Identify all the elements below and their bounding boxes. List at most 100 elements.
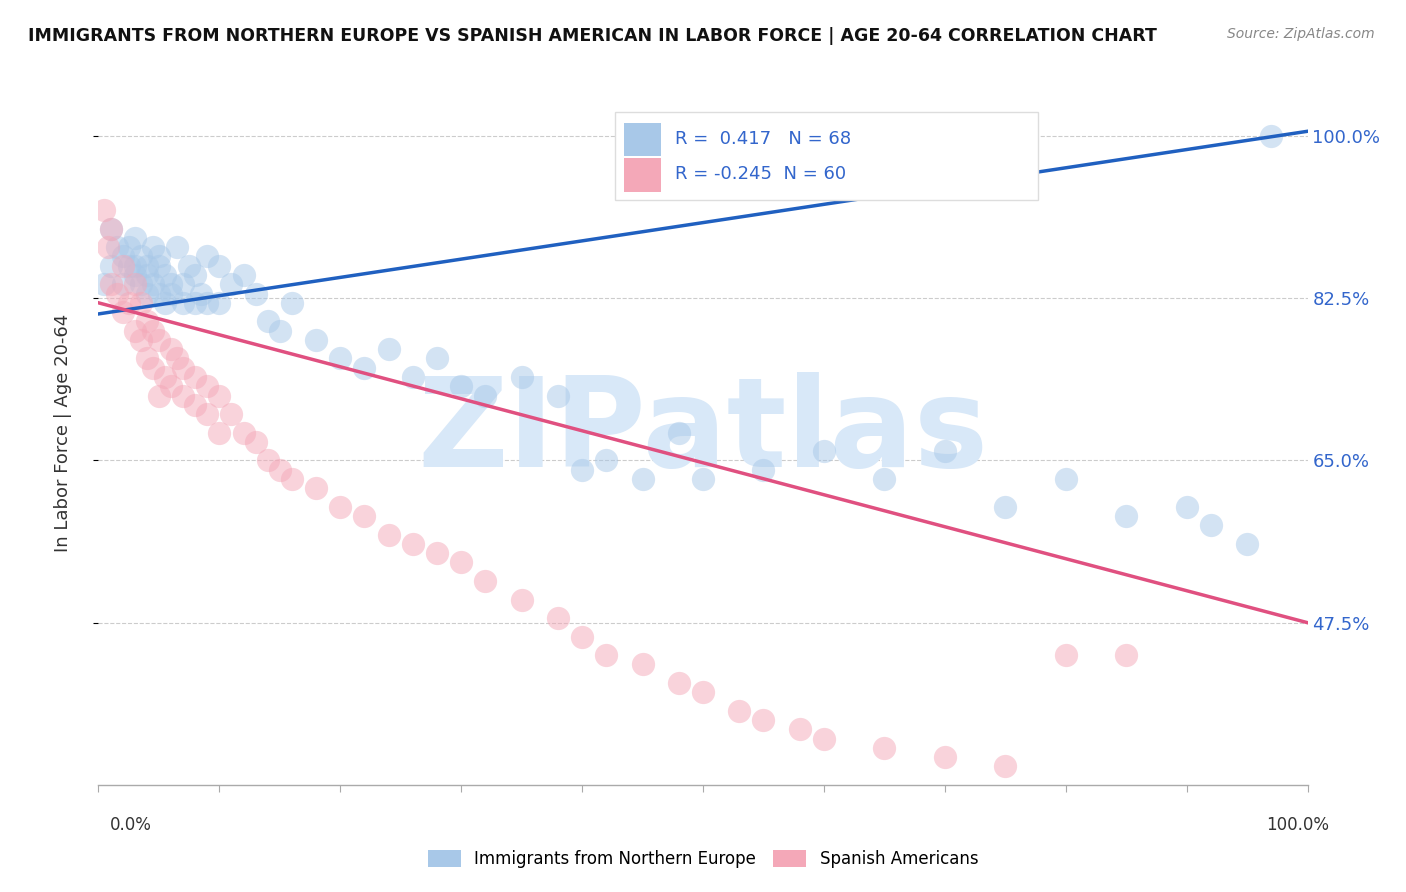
Point — [752, 463, 775, 477]
Point — [402, 537, 425, 551]
Point — [994, 500, 1017, 514]
Point — [631, 472, 654, 486]
Point — [1175, 500, 1198, 514]
Point — [1199, 518, 1222, 533]
Point — [221, 407, 243, 421]
Point — [245, 286, 267, 301]
Point — [184, 398, 207, 412]
Point — [172, 360, 194, 375]
Text: 0.0%: 0.0% — [110, 816, 152, 834]
Point — [668, 676, 690, 690]
Point — [118, 295, 141, 310]
Point — [305, 333, 328, 347]
Point — [232, 425, 254, 440]
Point — [329, 500, 352, 514]
Point — [789, 723, 811, 737]
Point — [184, 268, 207, 282]
Point — [129, 333, 152, 347]
Point — [426, 546, 449, 560]
Point — [111, 249, 134, 264]
Point — [100, 221, 122, 235]
Point — [124, 268, 146, 282]
Point — [221, 277, 243, 292]
Point — [426, 351, 449, 366]
Point — [281, 472, 304, 486]
Point — [208, 259, 231, 273]
Point — [135, 286, 157, 301]
Point — [184, 370, 207, 384]
Point — [269, 463, 291, 477]
Point — [148, 249, 170, 264]
Point — [281, 295, 304, 310]
Point — [135, 259, 157, 273]
Point — [450, 556, 472, 570]
Point — [1115, 648, 1137, 662]
Point — [377, 527, 399, 541]
Point — [172, 388, 194, 402]
Point — [160, 286, 183, 301]
Text: R =  0.417   N = 68: R = 0.417 N = 68 — [675, 129, 851, 148]
Point — [329, 351, 352, 366]
Point — [305, 481, 328, 495]
Text: ZIPatlas: ZIPatlas — [418, 372, 988, 493]
Point — [93, 203, 115, 218]
Point — [124, 231, 146, 245]
Point — [105, 286, 128, 301]
Point — [100, 221, 122, 235]
Point — [571, 630, 593, 644]
Point — [510, 592, 533, 607]
Point — [873, 472, 896, 486]
Point — [166, 351, 188, 366]
Point — [232, 268, 254, 282]
Bar — [624, 158, 661, 192]
Point — [124, 277, 146, 292]
Point — [668, 425, 690, 440]
Text: IMMIGRANTS FROM NORTHERN EUROPE VS SPANISH AMERICAN IN LABOR FORCE | AGE 20-64 C: IMMIGRANTS FROM NORTHERN EUROPE VS SPANI… — [28, 27, 1157, 45]
Point — [129, 249, 152, 264]
Point — [148, 286, 170, 301]
Point — [208, 425, 231, 440]
Point — [148, 388, 170, 402]
Point — [100, 259, 122, 273]
Point — [547, 388, 569, 402]
Point — [195, 379, 218, 393]
Point — [179, 259, 201, 273]
Point — [402, 370, 425, 384]
Point — [510, 370, 533, 384]
Point — [692, 472, 714, 486]
Point — [135, 314, 157, 328]
Point — [208, 388, 231, 402]
Point — [873, 740, 896, 755]
Point — [135, 351, 157, 366]
Point — [1236, 537, 1258, 551]
Point — [245, 434, 267, 449]
Point — [135, 268, 157, 282]
Point — [160, 342, 183, 356]
Point — [190, 286, 212, 301]
Point — [692, 685, 714, 699]
Point — [97, 240, 120, 254]
Point — [184, 295, 207, 310]
Point — [1115, 509, 1137, 524]
Text: Source: ZipAtlas.com: Source: ZipAtlas.com — [1227, 27, 1375, 41]
Point — [142, 324, 165, 338]
Point — [100, 277, 122, 292]
Point — [111, 277, 134, 292]
Point — [195, 295, 218, 310]
Point — [142, 277, 165, 292]
Point — [129, 277, 152, 292]
Point — [269, 324, 291, 338]
Point — [595, 648, 617, 662]
Point — [474, 574, 496, 588]
Point — [934, 444, 956, 458]
Point — [353, 509, 375, 524]
Point — [450, 379, 472, 393]
Point — [1054, 472, 1077, 486]
Point — [813, 731, 835, 746]
Point — [142, 240, 165, 254]
Point — [752, 713, 775, 727]
Point — [474, 388, 496, 402]
Point — [148, 333, 170, 347]
Point — [153, 295, 176, 310]
Point — [129, 295, 152, 310]
